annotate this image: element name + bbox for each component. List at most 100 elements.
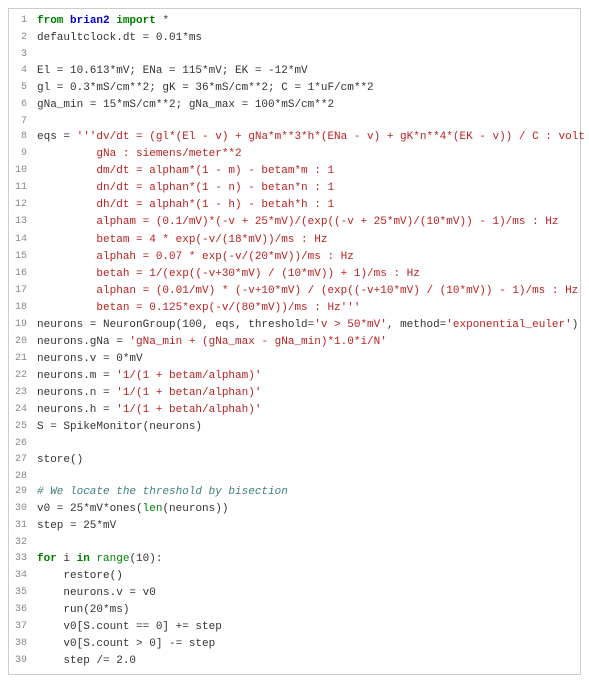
line-number: 4: [9, 63, 37, 79]
token-kw: from: [37, 15, 70, 27]
line-number: 11: [9, 180, 37, 196]
line-number: 22: [9, 368, 37, 384]
line-number: 3: [9, 47, 37, 63]
line-number: 10: [9, 163, 37, 179]
token-str: '1/(1 + betah/alphah)': [116, 404, 261, 416]
token-str: alpham = (0.1/mV)*(-v + 25*mV)/(exp((-v …: [37, 216, 559, 228]
token-plain: gl = 0.3*mS/cm**2; gK = 36*mS/cm**2; C =…: [37, 82, 374, 94]
code-line: 27store(): [9, 452, 580, 469]
line-code: run(20*ms): [37, 602, 580, 619]
line-number: 6: [9, 97, 37, 113]
line-code: gNa_min = 15*mS/cm**2; gNa_max = 100*mS/…: [37, 97, 580, 114]
line-number: 35: [9, 585, 37, 601]
token-str: alphan = (0.01/mV) * (-v+10*mV) / (exp((…: [37, 285, 578, 297]
token-str: dn/dt = alphan*(1 - n) - betan*n : 1: [37, 182, 334, 194]
line-number: 27: [9, 452, 37, 468]
token-plain: restore(): [37, 570, 123, 582]
line-number: 16: [9, 266, 37, 282]
line-number: 20: [9, 334, 37, 350]
code-line: 31step = 25*mV: [9, 518, 580, 535]
line-code: step /= 2.0: [37, 653, 580, 670]
line-code: store(): [37, 452, 580, 469]
code-line: 16 betah = 1/(exp((-v+30*mV) / (10*mV)) …: [9, 266, 580, 283]
line-code: restore(): [37, 568, 580, 585]
line-number: 34: [9, 568, 37, 584]
code-line: 11 dn/dt = alphan*(1 - n) - betan*n : 1: [9, 180, 580, 197]
code-line: 7: [9, 114, 580, 130]
line-code: S = SpikeMonitor(neurons): [37, 419, 580, 436]
line-number: 24: [9, 402, 37, 418]
line-code: El = 10.613*mV; ENa = 115*mV; EK = -12*m…: [37, 63, 580, 80]
line-number: 37: [9, 619, 37, 635]
code-line: 4El = 10.613*mV; ENa = 115*mV; EK = -12*…: [9, 63, 580, 80]
line-number: 2: [9, 30, 37, 46]
token-kw: import: [110, 15, 156, 27]
line-code: dn/dt = alphan*(1 - n) - betan*n : 1: [37, 180, 580, 197]
code-line: 8eqs = '''dv/dt = (gl*(El - v) + gNa*m**…: [9, 129, 580, 146]
line-code: dh/dt = alphah*(1 - h) - betah*h : 1: [37, 197, 580, 214]
line-code: eqs = '''dv/dt = (gl*(El - v) + gNa*m**3…: [37, 129, 585, 146]
token-str: '''dv/dt = (gl*(El - v) + gNa*m**3*h*(EN…: [77, 131, 585, 143]
code-line: 2defaultclock.dt = 0.01*ms: [9, 30, 580, 47]
token-cmt: # We locate the threshold by bisection: [37, 486, 288, 498]
token-plain: neurons.v = v0: [37, 587, 156, 599]
code-line: 13 alpham = (0.1/mV)*(-v + 25*mV)/(exp((…: [9, 214, 580, 231]
line-number: 17: [9, 283, 37, 299]
line-number: 13: [9, 214, 37, 230]
line-code: v0[S.count == 0] += step: [37, 619, 580, 636]
token-str: '1/(1 + betan/alphan)': [116, 387, 261, 399]
code-line: 21neurons.v = 0*mV: [9, 351, 580, 368]
line-number: 31: [9, 518, 37, 534]
token-plain: defaultclock.dt = 0.01*ms: [37, 32, 202, 44]
line-number: 15: [9, 249, 37, 265]
code-line: 22neurons.m = '1/(1 + betam/alpham)': [9, 368, 580, 385]
token-plain: neurons.v = 0*mV: [37, 353, 143, 365]
code-line: 1from brian2 import *: [9, 13, 580, 30]
token-plain: v0[S.count > 0] -= step: [37, 638, 215, 650]
line-code: betam = 4 * exp(-v/(18*mV))/ms : Hz: [37, 232, 580, 249]
line-code: # We locate the threshold by bisection: [37, 484, 580, 501]
token-str: '1/(1 + betam/alpham)': [116, 370, 261, 382]
code-line: 29# We locate the threshold by bisection: [9, 484, 580, 501]
token-plain: step = 25*mV: [37, 520, 116, 532]
line-code: neurons.gNa = 'gNa_min + (gNa_max - gNa_…: [37, 334, 580, 351]
token-plain: v0 = 25*mV*ones(: [37, 503, 143, 515]
line-number: 33: [9, 551, 37, 567]
line-number: 32: [9, 535, 37, 551]
token-bi: range: [96, 553, 129, 565]
token-plain: (neurons)): [162, 503, 228, 515]
line-number: 9: [9, 146, 37, 162]
line-code: v0 = 25*mV*ones(len(neurons)): [37, 501, 580, 518]
code-line: 17 alphan = (0.01/mV) * (-v+10*mV) / (ex…: [9, 283, 580, 300]
token-plain: El = 10.613*mV; ENa = 115*mV; EK = -12*m…: [37, 65, 308, 77]
token-kw: in: [77, 553, 90, 565]
line-code: neurons = NeuronGroup(100, eqs, threshol…: [37, 317, 580, 334]
line-number: 14: [9, 232, 37, 248]
token-plain: step /= 2.0: [37, 655, 136, 667]
line-code: betan = 0.125*exp(-v/(80*mV))/ms : Hz''': [37, 300, 580, 317]
token-mod: brian2: [70, 15, 110, 27]
token-str: 'exponential_euler': [446, 319, 571, 331]
token-plain: neurons.n =: [37, 387, 116, 399]
token-plain: run(20*ms): [37, 604, 129, 616]
line-code: neurons.v = v0: [37, 585, 580, 602]
line-code: neurons.h = '1/(1 + betah/alphah)': [37, 402, 580, 419]
code-line: 30v0 = 25*mV*ones(len(neurons)): [9, 501, 580, 518]
line-code: for i in range(10):: [37, 551, 580, 568]
code-line: 23neurons.n = '1/(1 + betan/alphan)': [9, 385, 580, 402]
token-str: gNa : siemens/meter**2: [37, 148, 242, 160]
token-plain: (10):: [129, 553, 162, 565]
code-line: 32: [9, 535, 580, 551]
token-str: betah = 1/(exp((-v+30*mV) / (10*mV)) + 1…: [37, 268, 420, 280]
code-line: 34 restore(): [9, 568, 580, 585]
line-code: step = 25*mV: [37, 518, 580, 535]
line-number: 1: [9, 13, 37, 29]
code-line: 37 v0[S.count == 0] += step: [9, 619, 580, 636]
line-number: 23: [9, 385, 37, 401]
line-number: 7: [9, 114, 37, 130]
token-str: dm/dt = alpham*(1 - m) - betam*m : 1: [37, 165, 334, 177]
line-number: 25: [9, 419, 37, 435]
line-code: alpham = (0.1/mV)*(-v + 25*mV)/(exp((-v …: [37, 214, 580, 231]
code-line: 28: [9, 469, 580, 485]
line-code: neurons.v = 0*mV: [37, 351, 580, 368]
